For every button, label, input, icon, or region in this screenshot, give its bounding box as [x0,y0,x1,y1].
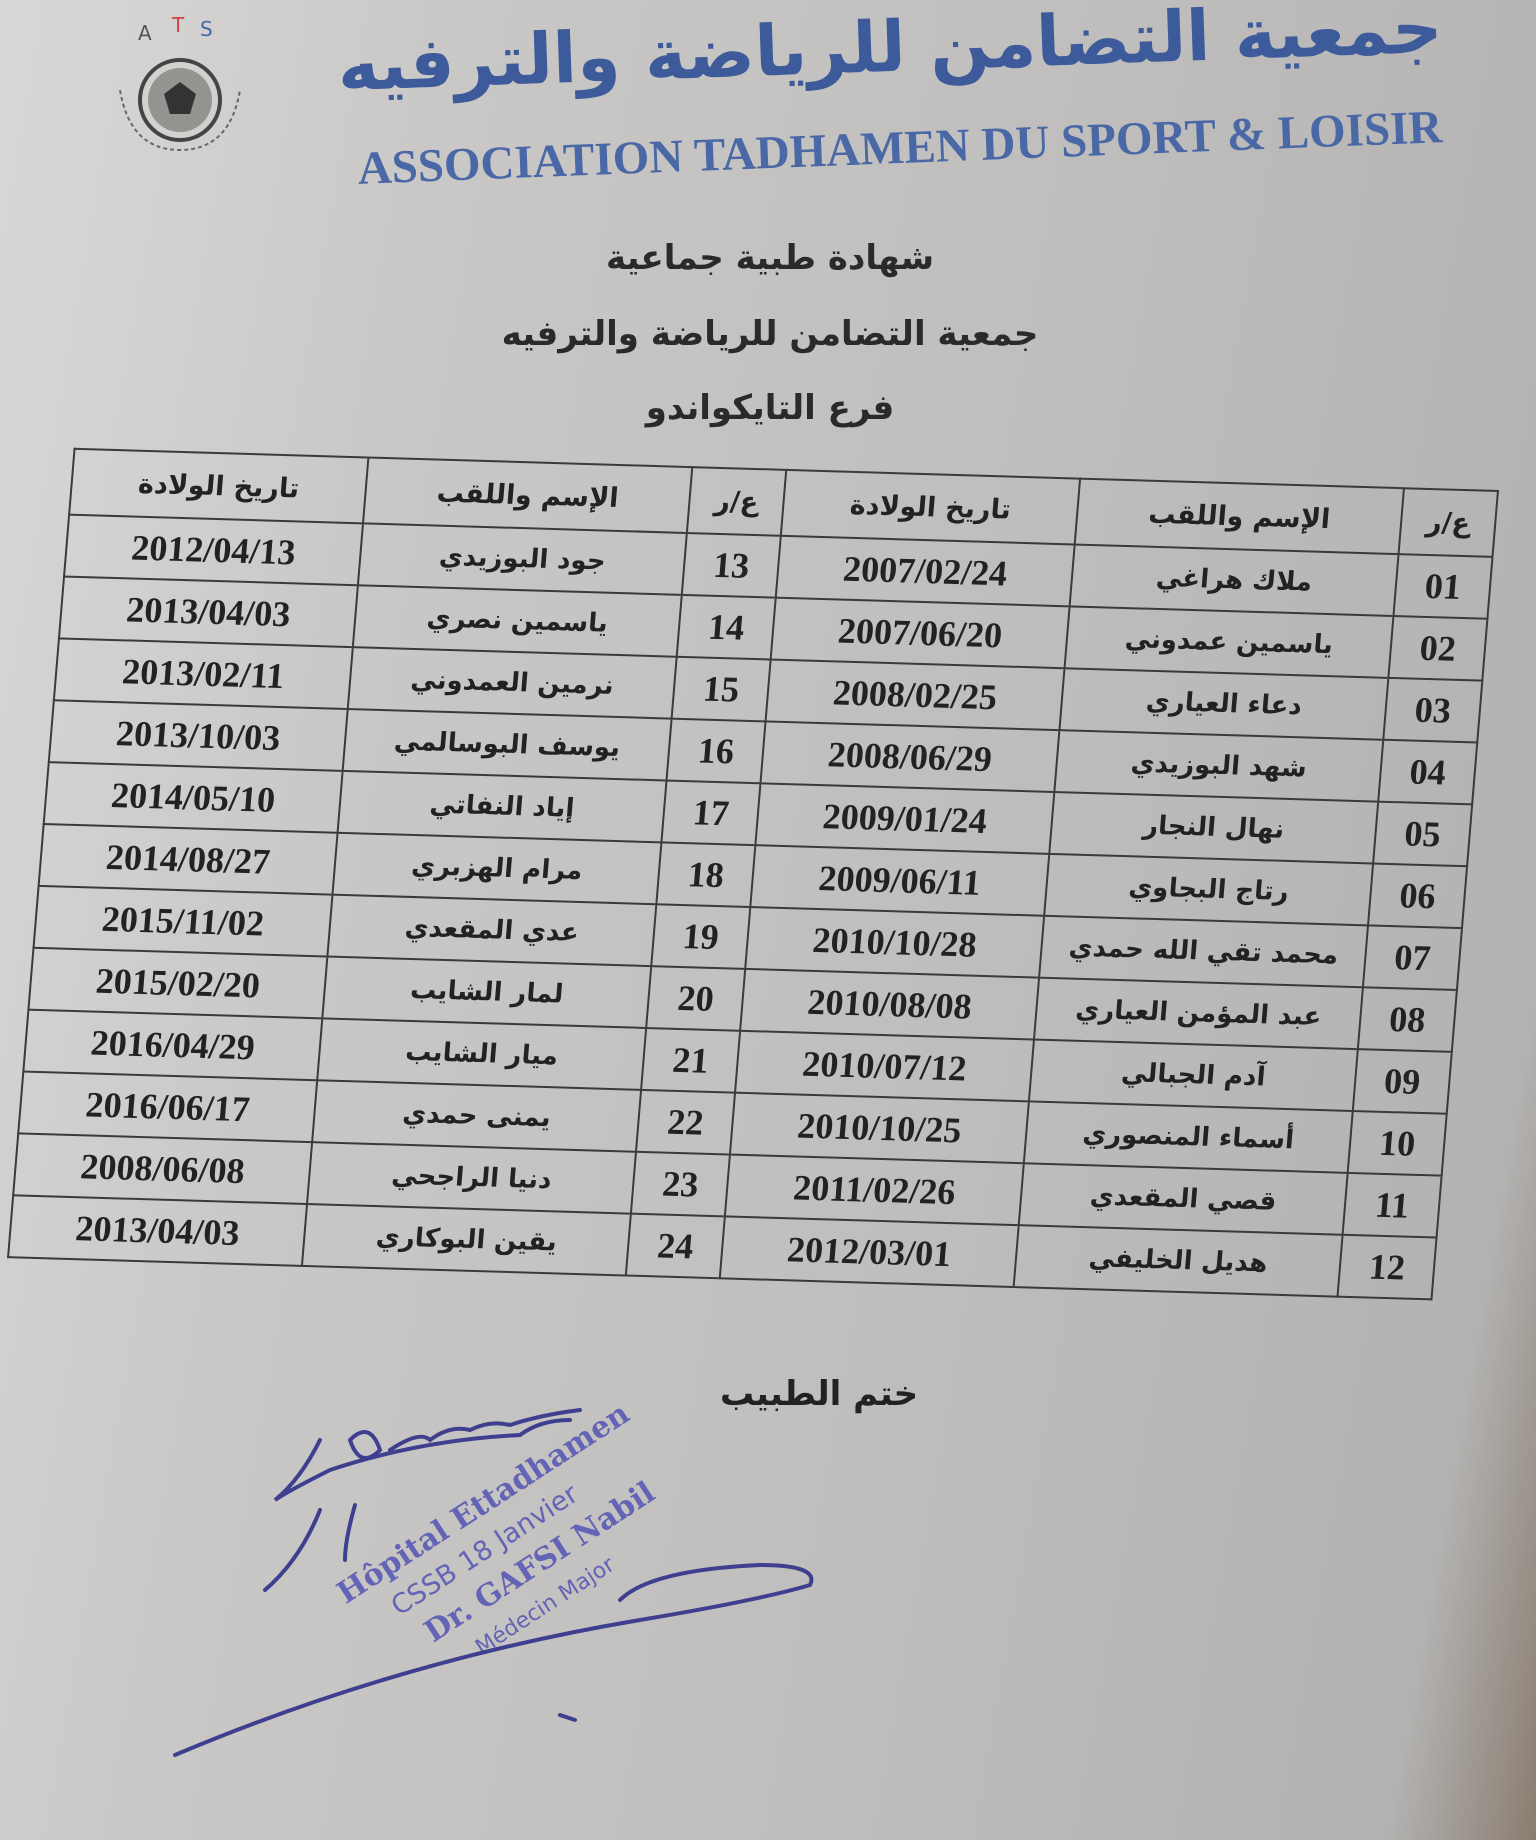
cell-full-name: ياسمين نصري [352,585,682,657]
svg-text:A: A [138,21,152,45]
cell-full-name: نرمين العمدوني [347,647,677,719]
cell-full-name: يقين البوكاري [301,1204,631,1276]
cell-birth-date: 2009/01/24 [755,783,1055,854]
cell-birth-date: 2008/06/08 [13,1133,313,1205]
cell-full-name: أسماء المنصوري [1023,1101,1353,1173]
cell-serial-number: 19 [651,904,751,969]
header-dob: تاريخ الولادة [780,469,1081,545]
cell-serial-number: 13 [681,532,781,598]
cell-serial-number: 04 [1378,739,1478,805]
cell-birth-date: 2010/10/25 [729,1092,1029,1164]
cell-serial-number: 22 [635,1089,736,1155]
cell-birth-date: 2014/05/10 [43,762,343,833]
cell-birth-date: 2007/06/20 [770,597,1070,669]
header-dob: تاريخ الولادة [69,448,369,524]
cell-full-name: شهد البوزيدي [1054,730,1384,802]
cell-serial-number: 07 [1362,925,1462,991]
cell-birth-date: 2016/06/17 [18,1071,318,1143]
cell-birth-date: 2016/04/29 [23,1009,323,1081]
cell-birth-date: 2008/06/29 [760,721,1060,792]
cell-full-name: جود البوزيدي [357,523,687,595]
cell-birth-date: 2012/03/01 [719,1216,1019,1288]
cell-full-name: رتاج البجاوي [1044,853,1374,926]
header-num: ع/ر [1398,488,1498,557]
header-name: الإسم واللقب [1074,478,1404,555]
association-name: جمعية التضامن للرياضة والترفيه [501,314,1039,354]
cell-birth-date: 2014/08/27 [38,824,338,895]
association-logo: A T S [119,13,241,152]
cell-birth-date: 2009/06/11 [750,845,1050,916]
cell-serial-number: 08 [1357,987,1457,1052]
cell-full-name: عبد المؤمن العياري [1033,977,1363,1050]
doctor-stamp: Hôpital Ettadhamen CSSB 18 Janvier Dr. G… [330,1329,803,1714]
cell-serial-number: 21 [641,1027,741,1093]
cell-birth-date: 2013/04/03 [8,1195,308,1266]
letterhead-title-french: ASSOCIATION TADHAMEN DU SPORT & LOISIR [356,101,1444,195]
letterhead-title-arabic: جمعية التضامن للرياضة والترفيه [336,0,1444,108]
cell-full-name: دعاء العياري [1059,668,1389,740]
cell-full-name: محمد تقي الله حمدي [1039,915,1369,988]
cell-serial-number: 11 [1342,1172,1442,1238]
cell-full-name: قصي المقعدي [1018,1163,1348,1235]
cell-birth-date: 2007/02/24 [775,535,1075,607]
header-num: ع/ر [686,467,787,536]
cell-serial-number: 14 [676,594,776,660]
cell-full-name: نهال النجار [1049,791,1379,864]
cell-birth-date: 2008/02/25 [765,659,1065,731]
cell-full-name: مرام الهزبري [332,832,662,905]
cell-birth-date: 2013/04/03 [58,576,358,648]
cell-birth-date: 2010/08/08 [740,968,1040,1040]
cell-serial-number: 10 [1347,1110,1447,1176]
cell-serial-number: 03 [1383,677,1483,743]
cell-birth-date: 2013/02/11 [53,638,353,709]
cell-full-name: آدم الجبالي [1028,1039,1358,1111]
cell-serial-number: 18 [656,842,756,908]
svg-text:T: T [171,13,185,37]
cell-full-name: دنيا الراجحي [307,1142,636,1214]
cell-serial-number: 05 [1373,801,1473,867]
cell-full-name: يوسف البوسالمي [342,708,672,781]
cell-birth-date: 2010/10/28 [745,907,1045,978]
cell-birth-date: 2010/07/12 [735,1030,1034,1102]
cell-serial-number: 06 [1368,863,1468,929]
cell-serial-number: 12 [1337,1234,1437,1300]
cell-full-name: لمار الشايب [322,956,652,1028]
cell-serial-number: 15 [671,656,771,722]
athletes-table: ع/ر الإسم واللقب تاريخ الولادة ع/ر الإسم… [7,448,1498,1301]
cell-serial-number: 23 [630,1151,730,1217]
branch-name: فرع التايكواندو [645,388,895,428]
cell-full-name: ميار الشايب [317,1018,647,1090]
cell-serial-number: 16 [666,718,766,784]
cell-full-name: ياسمين عمدوني [1064,606,1394,678]
cell-full-name: ملاك هراغي [1069,544,1399,616]
cell-serial-number: 24 [625,1213,725,1279]
cell-birth-date: 2015/02/20 [28,947,328,1019]
cell-full-name: عدي المقعدي [327,894,657,967]
svg-text:S: S [200,17,213,41]
cell-birth-date: 2012/04/13 [64,514,363,586]
cell-birth-date: 2011/02/26 [724,1154,1024,1226]
cell-birth-date: 2013/10/03 [48,700,348,771]
cell-serial-number: 20 [646,966,746,1031]
cell-serial-number: 09 [1352,1049,1452,1114]
cell-serial-number: 01 [1393,554,1493,619]
header-name: الإسم واللقب [362,457,693,533]
cell-full-name: يمنى حمدي [312,1080,642,1152]
doctor-stamp-label: ختم الطبيب [720,1374,919,1414]
document-heading: شهادة طبية جماعية [605,238,935,278]
cell-birth-date: 2015/11/02 [33,885,333,957]
cell-full-name: إياد النفاتي [337,770,667,843]
cell-serial-number: 17 [661,780,761,846]
cell-serial-number: 02 [1388,615,1488,681]
cell-full-name: هديل الخليفي [1013,1225,1343,1297]
